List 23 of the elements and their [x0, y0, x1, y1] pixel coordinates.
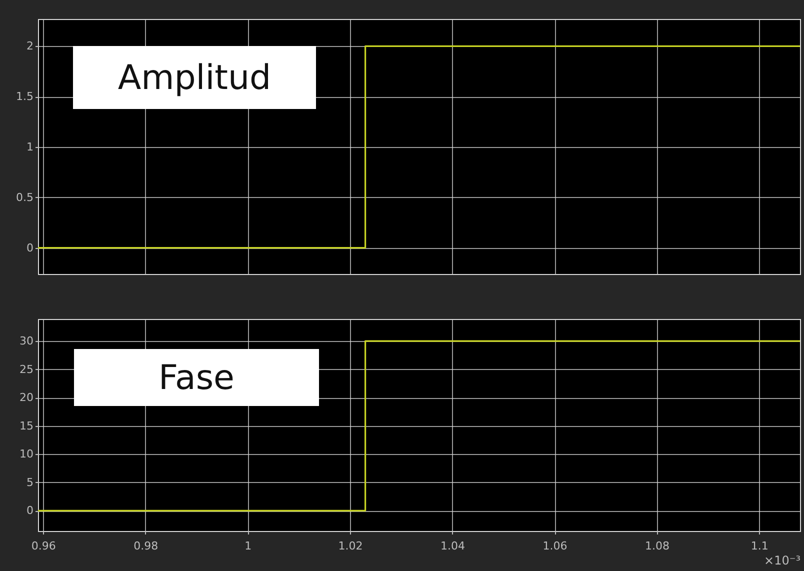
label-card: Fase — [74, 349, 319, 406]
x-tick-label: 1 — [244, 540, 252, 552]
x-tick-label: 1.08 — [645, 540, 670, 552]
y-tick-label: 1.5 — [16, 90, 34, 104]
label-card: Amplitud — [73, 46, 316, 109]
x-tick-label: 1.1 — [750, 540, 768, 552]
y-tick-label: 15 — [20, 419, 34, 432]
y-tick-label: 1 — [26, 140, 34, 154]
y-tick-label: 0 — [26, 241, 34, 254]
y-tick-label: 20 — [20, 391, 34, 404]
x-tick-label: 1.06 — [542, 540, 568, 552]
x-tick-label: 0.98 — [134, 540, 158, 552]
y-tick-label: 25 — [20, 362, 34, 376]
y-tick-label: 0.5 — [16, 190, 34, 204]
x-tick-label: 0.96 — [31, 540, 56, 552]
x-tick-label: 1.04 — [440, 540, 465, 552]
y-tick-label: 2 — [26, 40, 34, 53]
x-axis-title: ×10⁻³ — [764, 554, 801, 568]
y-tick-label: 0 — [26, 504, 34, 518]
y-tick-label: 30 — [20, 334, 34, 348]
x-tick-label: 1.02 — [338, 540, 363, 552]
y-tick-label: 5 — [26, 476, 34, 489]
y-tick-label: 10 — [20, 448, 34, 461]
